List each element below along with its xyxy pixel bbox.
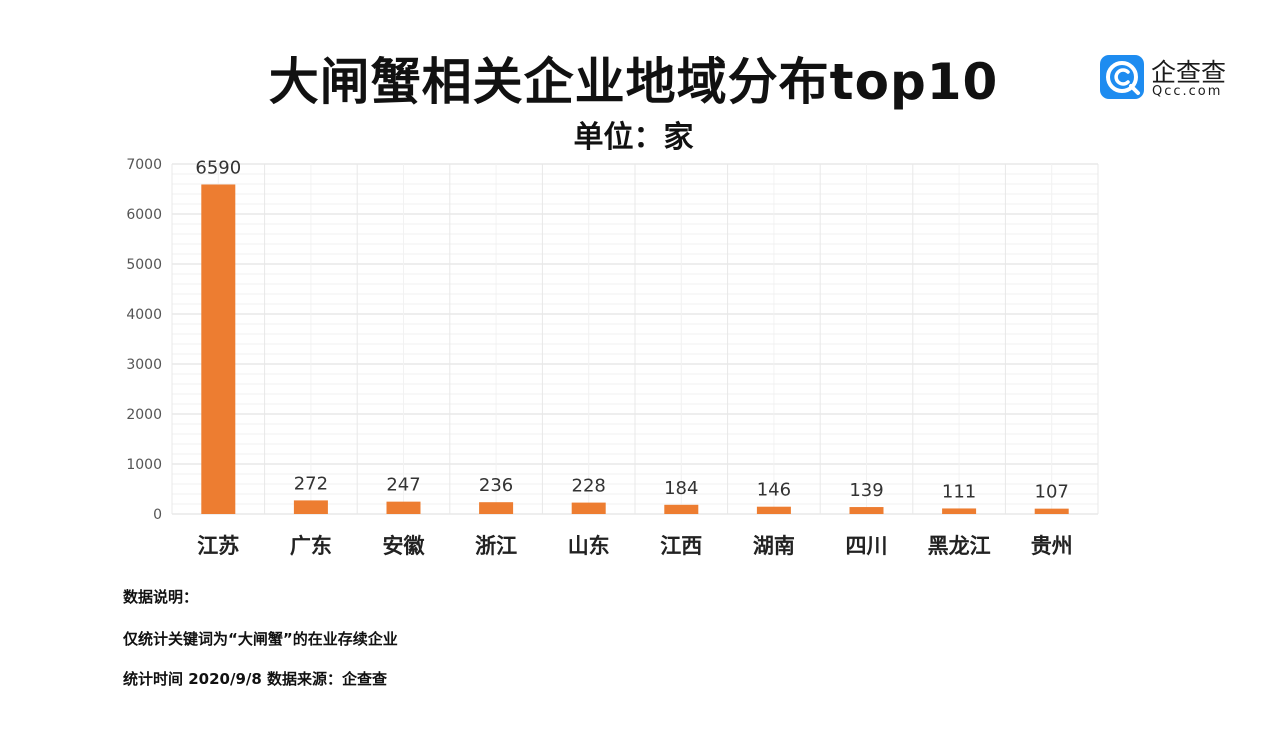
data-label: 139 [849, 480, 883, 501]
bar [201, 184, 236, 514]
y-tick-label: 7000 [126, 157, 162, 173]
bar [571, 502, 606, 514]
bar [479, 502, 514, 514]
x-tick-label: 江西 [660, 534, 702, 558]
qcc-logo-icon [1100, 55, 1144, 99]
x-tick-label: 湖南 [753, 534, 795, 558]
bars [201, 184, 1069, 514]
bar [942, 508, 977, 514]
data-label: 272 [294, 473, 328, 494]
data-label: 107 [1035, 482, 1069, 503]
y-tick-label: 6000 [126, 207, 162, 223]
y-tick-label: 2000 [126, 407, 162, 423]
logo-domain: Qcc.com [1152, 84, 1223, 99]
data-labels: 6590 272 247 236 228 184 146 139 111 107 [195, 158, 1068, 503]
x-tick-label: 江苏 [197, 534, 239, 558]
chart-title: 大闸蟹相关企业地域分布top10 [268, 53, 999, 111]
notes-heading: 数据说明： [123, 588, 199, 606]
bar [664, 504, 699, 514]
y-axis: 0 1000 2000 3000 4000 5000 6000 7000 [126, 157, 162, 523]
chart-grid [171, 163, 1099, 515]
x-axis: 江苏 广东 安徽 浙江 山东 江西 湖南 四川 黑龙江 贵州 [197, 534, 1072, 558]
x-tick-label: 山东 [568, 534, 610, 558]
data-label: 228 [572, 476, 606, 497]
chart-subtitle: 单位：家 [573, 120, 694, 155]
logo-name: 企查查 [1151, 58, 1227, 87]
x-tick-label: 浙江 [475, 534, 517, 558]
data-label: 236 [479, 475, 513, 496]
bar [756, 506, 791, 514]
data-label: 247 [386, 475, 420, 496]
y-tick-label: 1000 [126, 457, 162, 473]
x-tick-label: 四川 [846, 534, 888, 558]
data-label: 6590 [195, 158, 241, 179]
y-tick-label: 0 [153, 507, 162, 523]
y-tick-label: 4000 [126, 307, 162, 323]
notes-line-1: 仅统计关键词为“大闸蟹”的在业存续企业 [123, 630, 398, 648]
x-tick-label: 黑龙江 [928, 534, 991, 558]
data-label: 111 [942, 481, 976, 502]
notes-line-2: 统计时间 2020/9/8 数据来源：企查查 [123, 670, 388, 688]
bar [386, 501, 421, 514]
qcc-logo: 企查查 Qcc.com [1100, 55, 1250, 103]
y-tick-label: 5000 [126, 257, 162, 273]
bar [849, 507, 884, 514]
x-tick-label: 安徽 [383, 534, 426, 558]
data-label: 184 [664, 478, 698, 499]
x-tick-label: 广东 [290, 534, 332, 558]
bar [293, 500, 328, 514]
data-label: 146 [757, 480, 791, 501]
y-tick-label: 3000 [126, 357, 162, 373]
x-tick-label: 贵州 [1031, 534, 1073, 558]
bar [1034, 508, 1069, 514]
